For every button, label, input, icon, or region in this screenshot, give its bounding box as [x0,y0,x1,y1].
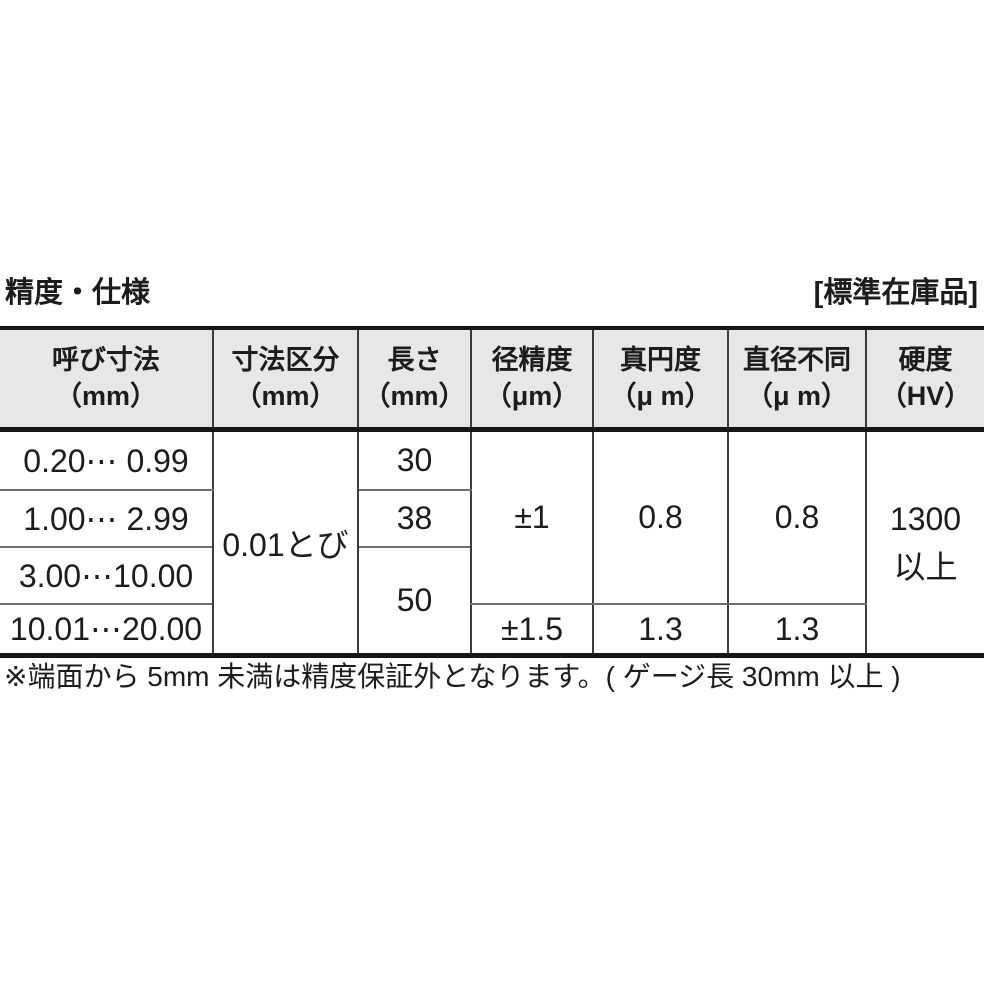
spec-table: 呼び寸法 （mm） 寸法区分 （mm） 長さ （mm） 径精度 （μm） 真円度… [0,326,984,658]
length-cell: 50 [357,546,472,657]
header-unit: （mm） [54,380,157,411]
col-header-size-division: 寸法区分 （mm） [212,328,359,432]
header-label: 直径不同 [743,344,851,375]
header-unit: （μ m） [745,380,849,411]
header-label: 径精度 [491,344,573,375]
header-unit: （μm） [484,380,580,411]
col-header-nominal-size: 呼び寸法 （mm） [0,328,214,432]
col-header-length: 長さ （mm） [357,328,472,432]
col-header-roundness: 真円度 （μ m） [592,328,729,432]
header-unit: （mm） [234,380,337,411]
header-label: 長さ [387,344,442,375]
header-row: 呼び寸法 （mm） 寸法区分 （mm） 長さ （mm） 径精度 （μm） 真円度… [0,328,984,432]
page-title: 精度・仕様 [5,277,151,309]
nominal-size-range-cell: 0.20⋯ 0.99 [0,428,214,491]
hardness-cell: 1300 以上 [865,428,984,657]
hardness-qualifier: 以上 [893,548,958,585]
header-label: 呼び寸法 [52,344,160,375]
header-unit: （HV） [879,380,972,411]
table-row: 0.20⋯ 0.99 0.01とび 30 ±1 0.8 0.8 1300 以上 [0,428,984,657]
stock-label: [標準在庫品] [813,277,978,309]
table-row: 10.01⋯20.00 ±1.5 1.3 1.3 [0,603,984,657]
header-label: 寸法区分 [231,344,340,375]
header-label: 真円度 [620,344,701,375]
table-row: 3.00⋯10.00 50 [0,546,984,657]
col-header-diameter-accuracy: 径精度 （μm） [470,328,594,432]
hardness-value: 1300 [889,500,962,537]
roundness-cell: 1.3 [592,603,729,657]
nominal-size-range-cell: 3.00⋯10.00 [0,546,214,605]
roundness-cell: 0.8 [592,428,729,605]
accuracy-footnote: ※端面から 5mm 未満は精度保証外となります。( ゲージ長 30mm 以上 ) [4,661,901,692]
header-label: 硬度 [898,344,953,375]
size-division-cell: 0.01とび [212,428,359,657]
col-header-hardness: 硬度 （HV） [865,328,984,432]
diameter-variation-cell: 0.8 [727,428,867,605]
diameter-accuracy-cell: ±1.5 [470,603,594,657]
diameter-variation-cell: 1.3 [727,603,867,657]
table-row: 1.00⋯ 2.99 38 [0,489,984,548]
nominal-size-range-cell: 1.00⋯ 2.99 [0,489,214,548]
diameter-accuracy-cell: ±1 [470,428,594,605]
col-header-diameter-variation: 直径不同 （μ m） [727,328,867,432]
length-cell: 38 [357,489,472,548]
header-unit: （μ m） [609,380,712,411]
length-cell: 30 [357,428,472,491]
title-bar: 精度・仕様 [標準在庫品] [5,276,978,311]
header-unit: （mm） [363,380,466,411]
nominal-size-range-cell: 10.01⋯20.00 [0,603,214,657]
